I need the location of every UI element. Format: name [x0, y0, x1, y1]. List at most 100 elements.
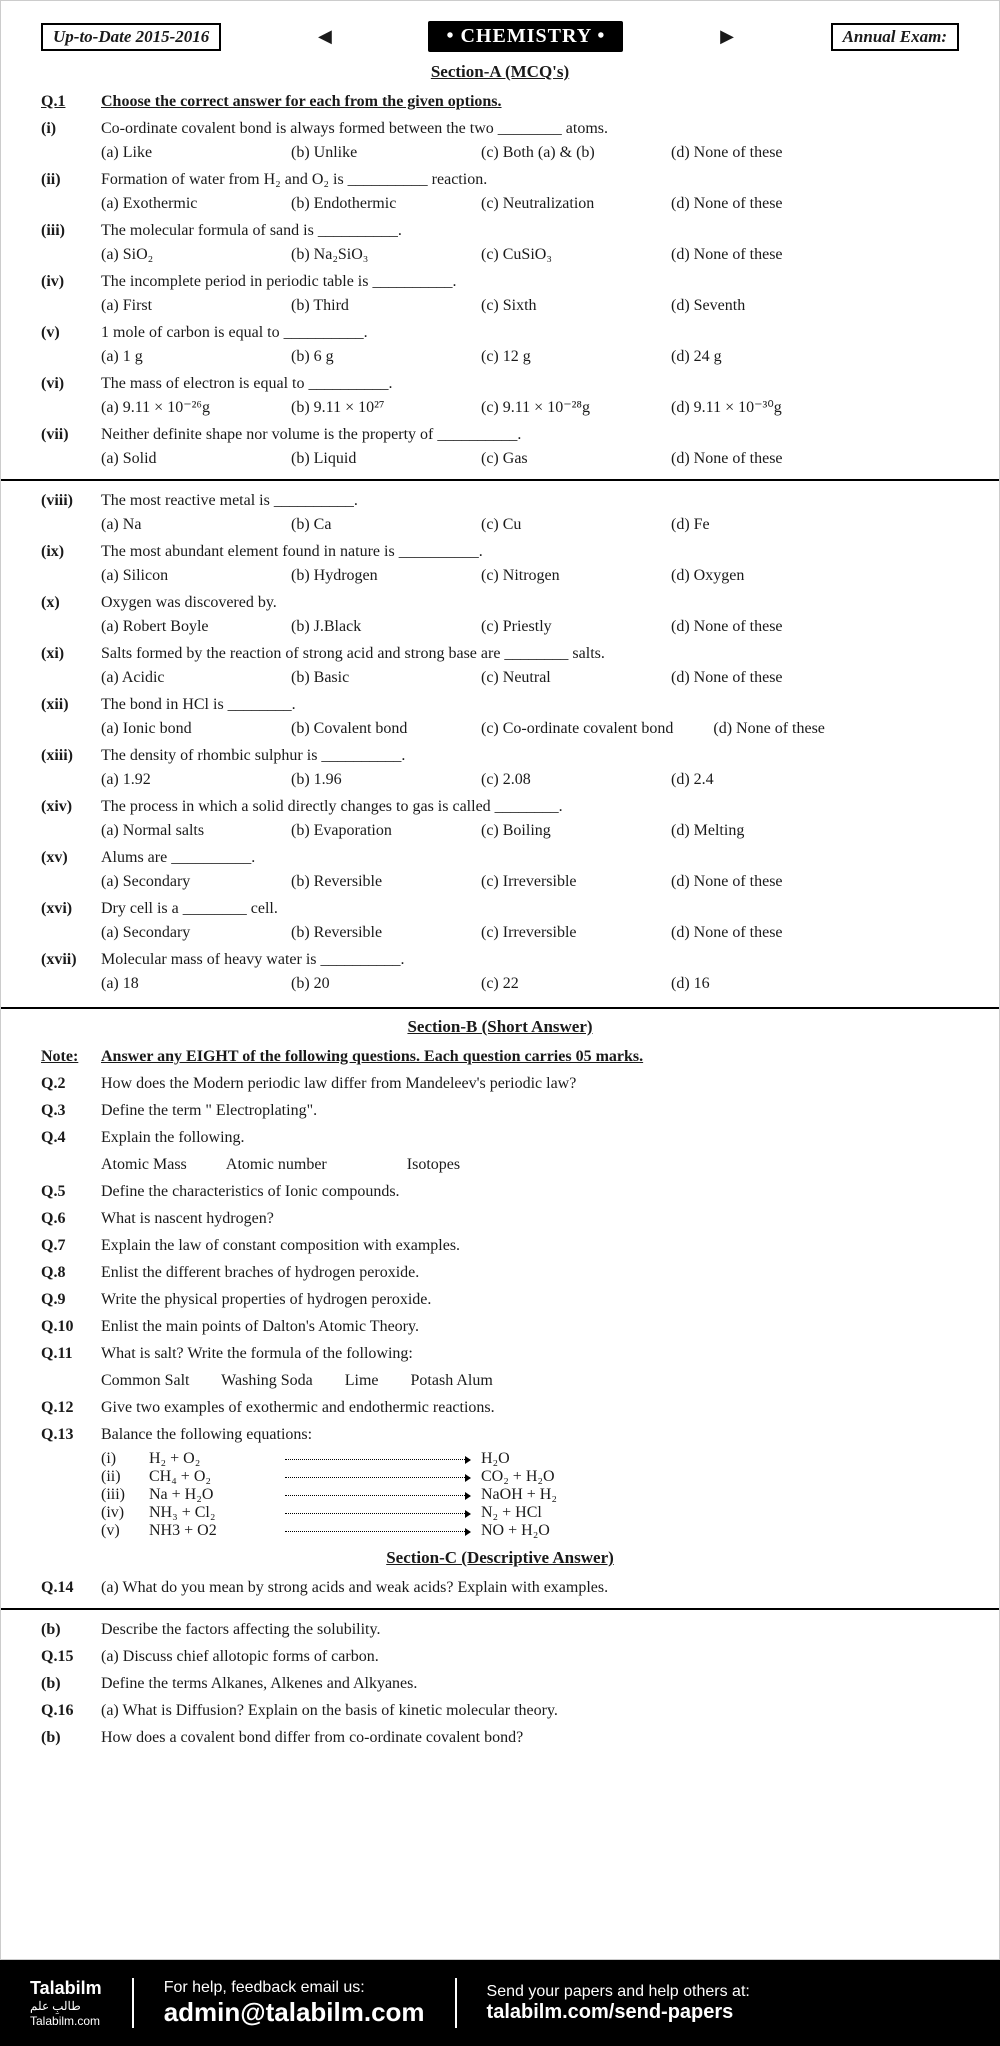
mcq-item: (xi) Salts formed by the reaction of stro… — [41, 642, 959, 690]
mcq-item: (viii)The most reactive metal is _______… — [41, 489, 959, 537]
mcq-option: (b) Reversible — [291, 870, 441, 894]
equation-row: (ii)CH₄ + O₂CO₂ + H₂O — [101, 1468, 959, 1486]
mcq-option: (b) Covalent bond — [291, 717, 441, 741]
short-answer-item: Q.11What is salt? Write the formula of t… — [41, 1342, 959, 1366]
mcq-item: (vii) Neither definite shape nor volume i… — [41, 423, 959, 471]
sa-num — [41, 1369, 91, 1393]
mcq-option: (b) 6 g — [291, 345, 441, 369]
mcq-option: (c) Priestly — [481, 615, 631, 639]
short-answer-item: Q.12Give two examples of exothermic and … — [41, 1396, 959, 1420]
short-answer-item: Q.2How does the Modern periodic law diff… — [41, 1072, 959, 1096]
mcq-option: (b) Liquid — [291, 447, 441, 471]
mcq-option: (a) Secondary — [101, 870, 251, 894]
mcq-item: (xvii)Molecular mass of heavy water is _… — [41, 948, 959, 996]
mcq-options: (a) 1 g(b) 6 g(c) 12 g(d) 24 g — [101, 345, 959, 369]
section-a-title: Section-A (MCQ's) — [41, 62, 959, 82]
sa-num: Q.3 — [41, 1099, 91, 1123]
mcq-num: (xi) — [41, 642, 91, 690]
footer-brand-arabic: طالبِ علم — [30, 1999, 102, 2014]
eq-label: (iv) — [101, 1504, 141, 1522]
mcq-option: (d) 2.4 — [671, 768, 821, 792]
sa-num: Q.5 — [41, 1180, 91, 1204]
section-b-title: Section-B (Short Answer) — [41, 1017, 959, 1037]
mcq-option: (a) 18 — [101, 972, 251, 996]
mcq-option: (b) Hydrogen — [291, 564, 441, 588]
mcq-option: (d) 16 — [671, 972, 821, 996]
mcq-num: (vii) — [41, 423, 91, 471]
mcq-num: (vi) — [41, 372, 91, 420]
footer-divider-1 — [132, 1978, 134, 2028]
mcq-option: (a) 1.92 — [101, 768, 251, 792]
desc-text: (a) Discuss chief allotopic forms of car… — [101, 1645, 959, 1669]
eq-right: CO₂ + H₂O — [481, 1468, 555, 1486]
mcq-num: (viii) — [41, 489, 91, 537]
mcq-option: (c) CuSiO₃ — [481, 243, 631, 267]
mcq-option: (c) Nitrogen — [481, 564, 631, 588]
eq-left: H₂ + O₂ — [149, 1450, 269, 1468]
mcq-option: (c) Irreversible — [481, 921, 631, 945]
short-answer-item: Q.5Define the characteristics of Ionic c… — [41, 1180, 959, 1204]
mcq-num: (ii) — [41, 168, 91, 216]
note-line: Note: Answer any EIGHT of the following … — [41, 1045, 959, 1069]
mcq-num: (v) — [41, 321, 91, 369]
mcq-question: The incomplete period in periodic table … — [101, 270, 959, 294]
arrow-line-icon — [285, 1477, 465, 1478]
mcq-option: (b) Unlike — [291, 141, 441, 165]
subject-pill: • CHEMISTRY • — [428, 21, 623, 52]
mcq-question: Oxygen was discovered by. — [101, 591, 959, 615]
q1-header: Q.1 Choose the correct answer for each f… — [41, 90, 959, 114]
short-answer-item: Common Salt Washing Soda Lime Potash Alu… — [41, 1369, 959, 1393]
mcq-option: (d) None of these — [671, 447, 821, 471]
sa-text: Give two examples of exothermic and endo… — [101, 1396, 959, 1420]
mcq-options: (a) Acidic(b) Basic(c) Neutral(d) None o… — [101, 666, 959, 690]
desc-text: Define the terms Alkanes, Alkenes and Al… — [101, 1672, 959, 1696]
eq-right: NO + H₂O — [481, 1522, 550, 1540]
mcq-option: (c) Neutral — [481, 666, 631, 690]
sa-text: Atomic Mass Atomic number Isotopes — [101, 1153, 959, 1177]
mcq-item: (xiv)The process in which a solid direct… — [41, 795, 959, 843]
mcq-option: (b) Third — [291, 294, 441, 318]
eq-label: (ii) — [101, 1468, 141, 1486]
footer-send-small: Send your papers and help others at: — [487, 1983, 750, 2001]
mcq-option: (c) Neutralization — [481, 192, 631, 216]
mcq-item: (xii)The bond in HCl is ________.(a) Ion… — [41, 693, 959, 741]
mcq-option: (b) Endothermic — [291, 192, 441, 216]
footer-divider-2 — [455, 1978, 457, 2028]
uptodate-pill: Up-to-Date 2015-2016 — [41, 23, 221, 51]
mcq-question: The molecular formula of sand is _______… — [101, 219, 959, 243]
footer-help-small: For help, feedback email us: — [164, 1979, 425, 1997]
mcq-options: (a) Secondary(b) Reversible(c) Irreversi… — [101, 921, 959, 945]
eq-right: NaOH + H₂ — [481, 1486, 557, 1504]
mcq-question: Salts formed by the reaction of strong a… — [101, 642, 959, 666]
sa-num: Q.9 — [41, 1288, 91, 1312]
mcq-body: Molecular mass of heavy water is _______… — [101, 948, 959, 996]
mcq-item: (xvi)Dry cell is a ________ cell.(a) Sec… — [41, 897, 959, 945]
mcq-item: (ix)The most abundant element found in n… — [41, 540, 959, 588]
mcq-option: (d) Fe — [671, 513, 821, 537]
mcq-question: The process in which a solid directly ch… — [101, 795, 959, 819]
descriptive-item: Q.15(a) Discuss chief allotopic forms of… — [41, 1645, 959, 1669]
mcq-option: (c) Irreversible — [481, 870, 631, 894]
mcq-options: (a) Secondary (b) Reversible (c) Irreversi… — [101, 870, 959, 894]
equation-row: (iii)Na + H₂ONaOH + H₂ — [101, 1486, 959, 1504]
mcq-num: (x) — [41, 591, 91, 639]
short-answer-item: Q.10Enlist the main points of Dalton's A… — [41, 1315, 959, 1339]
mcq-item: (v)1 mole of carbon is equal to ________… — [41, 321, 959, 369]
eq-left: NH₃ + Cl₂ — [149, 1504, 269, 1522]
sa-text: Explain the following. — [101, 1126, 959, 1150]
sa-text: Write the physical properties of hydroge… — [101, 1288, 959, 1312]
mcq-question: Dry cell is a ________ cell. — [101, 897, 959, 921]
mcq-question: Neither definite shape nor volume is the… — [101, 423, 959, 447]
mcq-question: The bond in HCl is ________. — [101, 693, 959, 717]
mcq-option: (c) Co-ordinate covalent bond — [481, 717, 673, 741]
mcq-option: (c) Gas — [481, 447, 631, 471]
mcq-question: The mass of electron is equal to _______… — [101, 372, 959, 396]
mcq-item: (i)Co-ordinate covalent bond is always f… — [41, 117, 959, 165]
note-text: Answer any EIGHT of the following questi… — [101, 1045, 959, 1069]
desc-text: How does a covalent bond differ from co-… — [101, 1726, 959, 1750]
section-c-box: (b)Describe the factors affecting the so… — [1, 1608, 999, 1761]
sa-num: Q.4 — [41, 1126, 91, 1150]
mcq-option: (a) 9.11 × 10⁻²⁶g — [101, 396, 251, 420]
mcq-body: Co-ordinate covalent bond is always form… — [101, 117, 959, 165]
mcq-option: (d) None of these — [671, 243, 821, 267]
